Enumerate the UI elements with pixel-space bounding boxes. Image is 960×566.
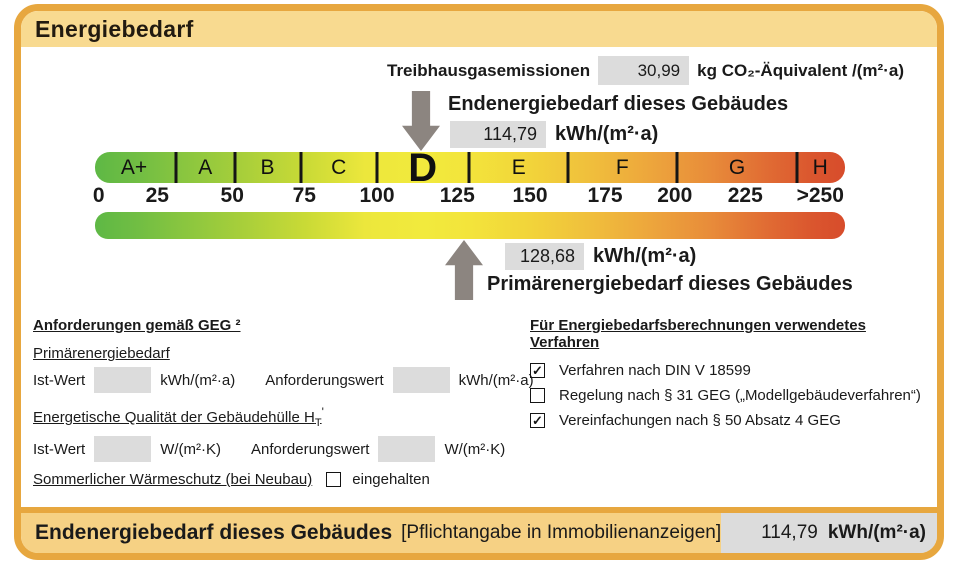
scale-class-b: B xyxy=(260,155,275,179)
method-checkbox-modellgebaeude[interactable] xyxy=(530,388,545,403)
primary-energy-value: 128,68 xyxy=(519,246,575,266)
footer-value: 114,79 xyxy=(761,522,818,543)
requirements-heading: Anforderungen gemäß GEG ² xyxy=(33,317,241,334)
energy-class-scale: A+ A B C D E F G H xyxy=(95,145,845,190)
scale-divider xyxy=(566,152,570,183)
energy-certificate-card: Energiebedarf Treibhausgasemissionen 30,… xyxy=(14,4,944,560)
energy-unit-label: kWh/(m²·a) xyxy=(458,371,534,389)
anforderungswert-label: Anforderungswert xyxy=(251,440,370,458)
scale-class-a-plus: A+ xyxy=(120,155,148,179)
envelope-unit-label: W/(m²·K) xyxy=(444,440,506,458)
primary-energy-value-box: 128,68 xyxy=(505,243,584,270)
emissions-label: Treibhausgasemissionen xyxy=(387,60,591,80)
scale-class-f: F xyxy=(615,155,629,179)
scale-axis-label: 25 xyxy=(145,184,169,207)
scale-class-c: C xyxy=(331,155,347,179)
scale-divider xyxy=(675,152,679,183)
scale-axis-label: 50 xyxy=(220,184,244,207)
summer-protection-row: Sommerlicher Wärmeschutz (bei Neubau) ei… xyxy=(33,471,430,488)
envelope-heading-text: Energetische Qualität der Gebäudehülle H xyxy=(33,409,315,426)
scale-divider xyxy=(795,152,799,183)
scale-axis-label: 75 xyxy=(292,184,316,207)
footer-label: Endenergiebedarf dieses Gebäudes xyxy=(35,521,393,544)
primary-energy-row: 128,68 kWh/(m²·a) xyxy=(505,243,696,270)
scale-axis-label: >250 xyxy=(796,184,844,207)
down-arrow-icon xyxy=(402,91,440,151)
primary-energy-unit: kWh/(m²·a) xyxy=(593,245,697,267)
scale-axis-label: 0 xyxy=(92,184,105,207)
scale-axis-label: 125 xyxy=(439,184,475,207)
method-item-label: Verfahren nach DIN V 18599 xyxy=(559,362,751,379)
envelope-values-row: Ist-Wert W/(m²·K) Anforderungswert W/(m²… xyxy=(33,436,505,462)
page-title: Energiebedarf xyxy=(35,15,194,42)
method-section: Für Energiebedarfsberechnungen verwendet… xyxy=(530,317,934,437)
end-energy-value: 114,79 xyxy=(483,124,537,144)
energy-unit-label: kWh/(m²·a) xyxy=(160,371,236,389)
summer-protection-checkbox[interactable] xyxy=(326,472,342,487)
scale-axis-label: 225 xyxy=(727,184,763,207)
scale-axis-label: 150 xyxy=(512,184,548,207)
footer-value-box: 114,79 kWh/(m²·a) xyxy=(721,513,937,553)
method-item: ✓ Vereinfachungen nach § 50 Absatz 4 GEG xyxy=(530,412,934,429)
scale-divider xyxy=(174,152,178,183)
footer-band: Endenergiebedarf dieses Gebäudes [Pflich… xyxy=(21,507,937,553)
end-energy-title: Endenergiebedarf dieses Gebäudes xyxy=(448,93,789,115)
scale-divider xyxy=(299,152,303,183)
method-item: Regelung nach § 31 GEG („Modellgebäudeve… xyxy=(530,387,934,404)
anforderungswert-field[interactable] xyxy=(392,367,450,393)
method-item-label: Vereinfachungen nach § 50 Absatz 4 GEG xyxy=(559,412,841,429)
scale-class-h: H xyxy=(812,155,828,179)
method-item: ✓ Verfahren nach DIN V 18599 xyxy=(530,362,934,379)
emissions-unit: kg CO₂-Äquivalent /(m²·a) xyxy=(697,60,904,80)
ist-wert-field[interactable] xyxy=(94,436,152,462)
envelope-heading-subscript: T xyxy=(314,417,322,429)
scale-class-d-current: D xyxy=(408,145,438,190)
scale-divider xyxy=(233,152,236,183)
method-checkbox-vereinfachungen[interactable]: ✓ xyxy=(530,413,545,428)
scale-divider xyxy=(467,152,471,183)
primary-demand-subheading: Primärenergiebedarf xyxy=(33,345,170,362)
summer-protection-label: Sommerlicher Wärmeschutz (bei Neubau) xyxy=(33,471,313,488)
up-arrow-icon xyxy=(445,240,483,300)
header-band: Energiebedarf xyxy=(21,11,937,47)
method-checkbox-din-18599[interactable]: ✓ xyxy=(530,363,545,378)
ist-wert-label: Ist-Wert xyxy=(33,371,86,389)
scale-gradient-bar xyxy=(95,212,845,239)
summer-status-label: eingehalten xyxy=(352,471,430,488)
envelope-heading-prime: ' xyxy=(321,405,324,419)
scale-axis-label: 175 xyxy=(587,184,623,207)
end-energy-value-box: 114,79 xyxy=(450,121,546,148)
method-heading: Für Energiebedarfsberechnungen verwendet… xyxy=(530,317,866,351)
ist-wert-field[interactable] xyxy=(94,367,152,393)
scale-divider xyxy=(375,152,379,183)
emissions-value: 30,99 xyxy=(637,60,681,80)
scale-class-e: E xyxy=(511,155,526,179)
anforderungswert-label: Anforderungswert xyxy=(265,371,384,389)
method-item-label: Regelung nach § 31 GEG („Modellgebäudeve… xyxy=(559,387,921,404)
scale-axis-label: 100 xyxy=(359,184,395,207)
emissions-value-box: 30,99 xyxy=(598,56,690,85)
anforderungswert-field[interactable] xyxy=(378,436,436,462)
scale-class-a: A xyxy=(198,155,213,179)
scale-axis: 0 25 50 75 100 125 150 175 200 225 >250 xyxy=(92,184,845,209)
footer-unit: kWh/(m²·a) xyxy=(827,522,926,543)
end-energy-unit: kWh/(m²·a) xyxy=(555,123,659,145)
primary-energy-title: Primärenergiebedarf dieses Gebäudes xyxy=(487,273,853,295)
primary-demand-values-row: Ist-Wert kWh/(m²·a) Anforderungswert kWh… xyxy=(33,367,534,393)
scale-class-g: G xyxy=(728,155,746,179)
emissions-row: Treibhausgasemissionen 30,99 kg CO₂-Äqui… xyxy=(387,56,904,85)
scale-axis-label: 200 xyxy=(657,184,693,207)
ist-wert-label: Ist-Wert xyxy=(33,440,86,458)
end-energy-row: 114,79 kWh/(m²·a) xyxy=(450,121,658,148)
envelope-unit-label: W/(m²·K) xyxy=(160,440,222,458)
footer-note: [Pflichtangabe in Immobilienanzeigen] xyxy=(401,522,722,543)
envelope-quality-heading: Energetische Qualität der Gebäudehülle H… xyxy=(33,405,324,429)
